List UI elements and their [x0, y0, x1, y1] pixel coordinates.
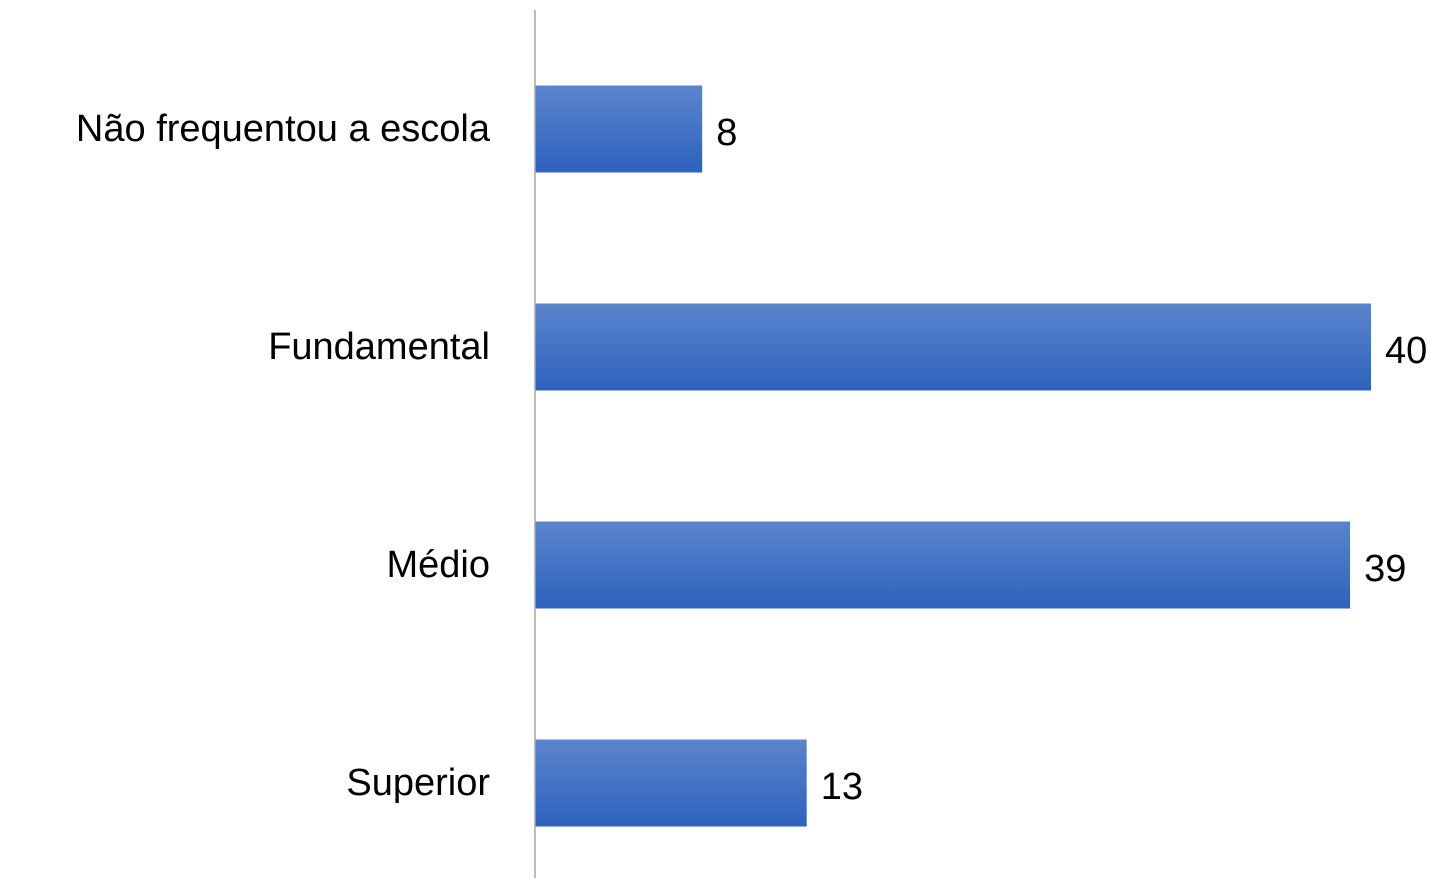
bars-layer [535, 85, 1371, 827]
category-label-3: Superior [346, 762, 490, 804]
category-label-1: Fundamental [268, 326, 490, 368]
bar-1 [535, 303, 1371, 391]
labels-layer: Não frequentou a escola 8 Fundamental 40 Méd… [76, 108, 1427, 808]
data-label-2: 39 [1364, 548, 1406, 590]
data-label-1: 40 [1385, 330, 1427, 372]
bar-3 [535, 739, 807, 827]
data-label-3: 13 [821, 766, 863, 808]
category-label-2: Médio [387, 544, 491, 586]
bar-0 [535, 85, 703, 173]
data-label-0: 8 [716, 112, 737, 154]
bar-2 [535, 521, 1351, 609]
category-label-0: Não frequentou a escola [76, 108, 491, 150]
